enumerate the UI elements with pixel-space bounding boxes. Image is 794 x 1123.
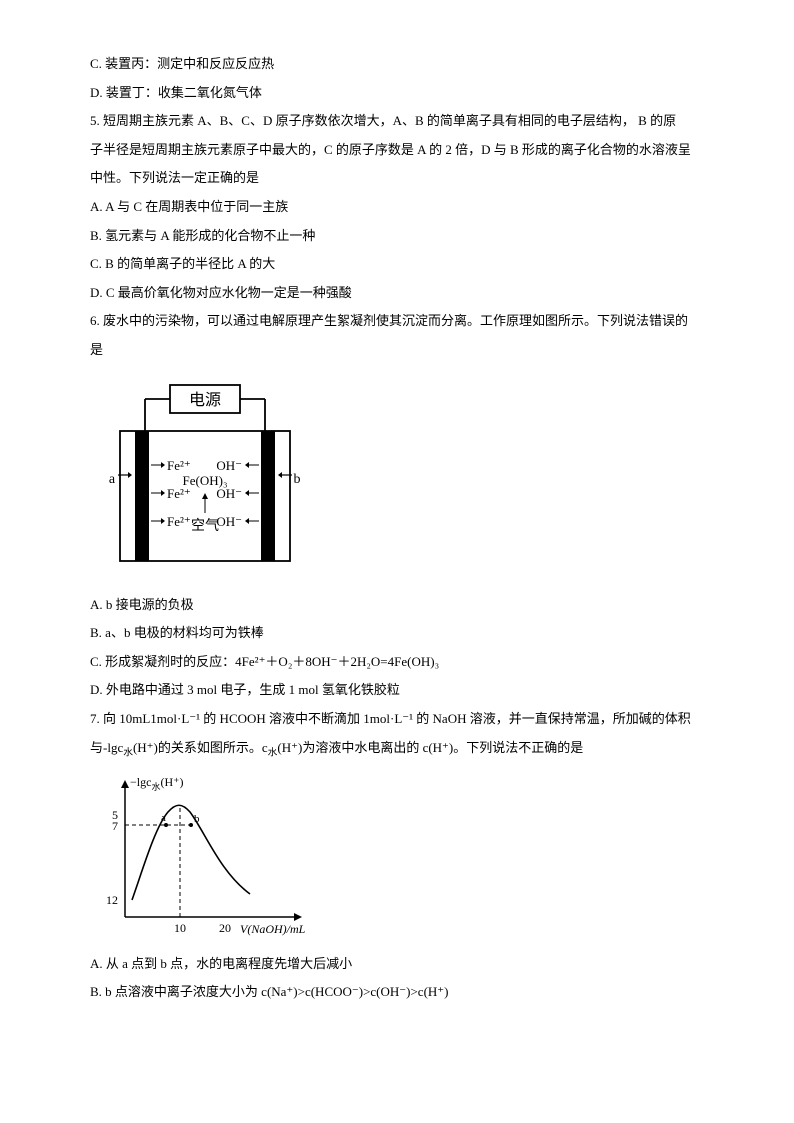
- svg-text:b: b: [194, 813, 200, 825]
- q5-stem-3: 中性。下列说法一定正确的是: [90, 164, 704, 193]
- q6-option-b: B. a、b 电极的材料均可为铁棒: [90, 619, 704, 648]
- electrode-b-label: b: [294, 472, 301, 487]
- electrolysis-diagram: 电源 a b Fe²⁺ Fe²⁺ Fe²⁺ OH⁻ OH⁻ OH⁻ F: [90, 373, 704, 583]
- svg-text:7: 7: [112, 819, 118, 833]
- q7-option-a: A. 从 a 点到 b 点，水的电离程度先增大后减小: [90, 950, 704, 979]
- q5-option-a: A. A 与 C 在周期表中位于同一主族: [90, 193, 704, 222]
- q7-option-b: B. b 点溶液中离子浓度大小为 c(Na⁺)>c(HCOO⁻)>c(OH⁻)>…: [90, 978, 704, 1007]
- q6-option-c: C. 形成絮凝剂时的反应：4Fe²⁺＋O₂＋8OH⁻＋2H₂O=4Fe(OH)₃: [90, 648, 704, 677]
- power-label: 电源: [189, 391, 221, 409]
- q5-option-c: C. B 的简单离子的半径比 A 的大: [90, 250, 704, 279]
- svg-text:Fe²⁺: Fe²⁺: [167, 458, 191, 473]
- svg-text:V(NaOH)/mL: V(NaOH)/mL: [240, 922, 306, 936]
- q5-stem-1: 5. 短周期主族元素 A、B、C、D 原子序数依次增大，A、B 的简单离子具有相…: [90, 107, 704, 136]
- svg-text:OH⁻: OH⁻: [216, 486, 242, 501]
- svg-text:−lgc水(H⁺): −lgc水(H⁺): [130, 775, 183, 792]
- svg-text:OH⁻: OH⁻: [216, 514, 242, 529]
- q6-option-a: A. b 接电源的负极: [90, 591, 704, 620]
- option-d-prev: D. 装置丁：收集二氧化氮气体: [90, 79, 704, 108]
- q6-option-d: D. 外电路中通过 3 mol 电子，生成 1 mol 氢氧化铁胶粒: [90, 676, 704, 705]
- q5-stem-2: 子半径是短周期主族元素原子中最大的，C 的原子序数是 A 的 2 倍，D 与 B…: [90, 136, 704, 165]
- q5-option-d: D. C 最高价氧化物对应水化物一定是一种强酸: [90, 279, 704, 308]
- svg-text:12: 12: [106, 893, 118, 907]
- svg-text:a: a: [161, 812, 166, 824]
- q5-option-b: B. 氢元素与 A 能形成的化合物不止一种: [90, 222, 704, 251]
- svg-text:OH⁻: OH⁻: [216, 458, 242, 473]
- q6-stem-1: 6. 废水中的污染物，可以通过电解原理产生絮凝剂使其沉淀而分离。工作原理如图所示…: [90, 307, 704, 336]
- svg-text:Fe²⁺: Fe²⁺: [167, 514, 191, 529]
- svg-text:Fe²⁺: Fe²⁺: [167, 486, 191, 501]
- svg-text:10: 10: [174, 921, 186, 935]
- electrode-a-label: a: [109, 472, 116, 487]
- q7-stem-2: 与-lgc水(H⁺)的关系如图所示。c水(H⁺)为溶液中水电离出的 c(H⁺)。…: [90, 734, 704, 764]
- titration-graph: −lgc水(H⁺) V(NaOH)/mL 5 7 12 10 20 a b: [90, 772, 704, 942]
- q7-stem-1: 7. 向 10mL1mol·L⁻¹ 的 HCOOH 溶液中不断滴加 1mol·L…: [90, 705, 704, 734]
- svg-text:20: 20: [219, 921, 231, 935]
- option-c-prev: C. 装置丙：测定中和反应反应热: [90, 50, 704, 79]
- air-label: 空气: [191, 518, 219, 534]
- feoh3-label: Fe(OH)₃: [183, 473, 228, 488]
- q6-stem-2: 是: [90, 336, 704, 365]
